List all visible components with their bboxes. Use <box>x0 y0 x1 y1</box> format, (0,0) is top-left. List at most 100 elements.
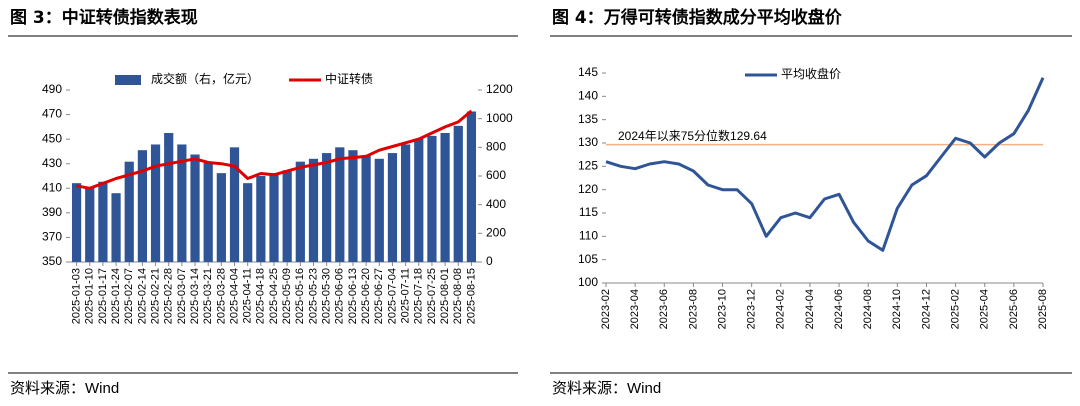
x-tick-label: 2025-08-01 <box>439 268 451 324</box>
x-tick-label: 2024-04 <box>804 289 816 329</box>
x-tick-label: 2025-05-16 <box>294 268 306 324</box>
bar <box>85 187 95 262</box>
bar <box>308 158 319 262</box>
y2-tick-label: 200 <box>486 226 506 240</box>
y-tick-label: 115 <box>579 205 598 219</box>
bar <box>124 161 134 262</box>
x-tick-label: 2024-02 <box>775 289 787 329</box>
x-tick-label: 2025-04-11 <box>242 268 254 323</box>
bar <box>269 173 279 262</box>
x-tick-label: 2025-01-10 <box>84 268 96 324</box>
bar <box>98 181 108 262</box>
x-tick-label: 2024-08 <box>862 289 874 329</box>
legend-label: 成交额（右，亿元） <box>151 71 259 86</box>
x-tick-label: 2025-08-08 <box>452 268 464 324</box>
legend-swatch <box>115 75 141 85</box>
bar <box>453 125 463 262</box>
y-tick-label: 350 <box>42 254 62 268</box>
x-tick-label: 2025-08 <box>1037 289 1049 329</box>
bar <box>243 183 253 262</box>
x-tick-label: 2025-03-14 <box>189 268 201 324</box>
x-tick-label: 2023-02 <box>600 289 612 329</box>
bar <box>203 161 213 262</box>
y-tick-label: 390 <box>42 205 62 219</box>
y2-tick-label: 400 <box>486 197 506 211</box>
x-tick-label: 2025-02 <box>950 289 962 329</box>
x-tick-label: 2025-06-06 <box>334 268 346 324</box>
x-tick-label: 2025-04 <box>979 289 991 329</box>
x-tick-label: 2025-02-14 <box>136 268 148 324</box>
y-tick-label: 470 <box>42 107 62 121</box>
reference-label: 2024年以来75分位数129.64 <box>618 128 767 143</box>
legend-label: 平均收盘价 <box>781 66 841 81</box>
x-tick-label: 2025-02-07 <box>123 268 135 324</box>
x-tick-label: 2023-12 <box>746 289 758 329</box>
bar <box>164 133 174 262</box>
x-tick-label: 2025-02-28 <box>163 268 175 324</box>
x-tick-label: 2025-05-09 <box>281 268 293 324</box>
bar <box>414 138 424 262</box>
y-tick-label: 130 <box>578 135 598 149</box>
x-tick-label: 2025-05-23 <box>307 268 319 324</box>
series-line <box>605 77 1045 252</box>
bar <box>256 176 266 262</box>
y-tick-label: 490 <box>42 82 62 96</box>
x-tick-label: 2025-04-04 <box>228 268 240 324</box>
chart-title: 图 4：万得可转债指数成分平均收盘价 <box>552 7 843 28</box>
bar <box>361 155 371 262</box>
x-tick-label: 2025-01-03 <box>70 268 82 324</box>
bar <box>137 150 147 262</box>
y-tick-label: 100 <box>578 275 598 289</box>
x-tick-label: 2025-04-18 <box>255 268 267 324</box>
bar <box>322 153 332 262</box>
x-tick-label: 2023-08 <box>687 289 699 329</box>
bar <box>335 147 345 262</box>
chart-title: 图 3：中证转债指数表现 <box>10 7 198 28</box>
bar <box>466 111 477 262</box>
x-tick-label: 2025-06-13 <box>347 268 359 324</box>
x-tick-label: 2023-06 <box>658 289 670 329</box>
bar <box>348 150 358 262</box>
y-tick-label: 120 <box>578 182 598 196</box>
bar <box>374 158 384 262</box>
y-tick-label: 140 <box>578 89 598 103</box>
bar <box>427 135 437 262</box>
bar <box>71 183 82 262</box>
x-tick-label: 2023-04 <box>629 289 641 329</box>
bar <box>216 173 226 262</box>
x-tick-label: 2025-04-25 <box>268 268 280 324</box>
y-tick-label: 110 <box>579 229 598 243</box>
x-tick-label: 2025-07-18 <box>413 268 425 324</box>
y-tick-label: 410 <box>42 180 62 194</box>
x-tick-label: 2025-07-04 <box>386 268 398 324</box>
bar <box>229 147 240 262</box>
bar <box>177 144 187 262</box>
source: 资料来源：Wind <box>10 380 119 397</box>
x-tick-label: 2025-07-25 <box>426 268 438 324</box>
x-tick-label: 2025-01-17 <box>97 268 109 324</box>
y-tick-label: 450 <box>42 131 62 145</box>
x-tick-label: 2025-06-20 <box>360 268 372 324</box>
y-tick-label: 125 <box>578 159 598 173</box>
y2-tick-label: 600 <box>486 168 506 182</box>
y-tick-label: 135 <box>578 112 598 126</box>
x-tick-label: 2025-05-30 <box>321 268 333 324</box>
bar <box>295 161 305 262</box>
x-tick-label: 2025-06 <box>1008 289 1020 329</box>
x-tick-label: 2024-06 <box>833 289 845 329</box>
bar <box>387 153 398 262</box>
x-tick-label: 2025-07-11 <box>400 268 412 323</box>
series-line <box>76 109 473 190</box>
x-tick-label: 2025-06-27 <box>373 268 385 324</box>
x-tick-label: 2025-03-28 <box>215 268 227 324</box>
source: 资料来源：Wind <box>552 380 661 397</box>
y2-tick-label: 1000 <box>486 111 513 125</box>
x-tick-label: 2025-03-21 <box>202 268 214 324</box>
bar <box>401 144 411 262</box>
y2-tick-label: 0 <box>486 254 493 268</box>
bar <box>150 144 161 262</box>
x-tick-label: 2025-01-24 <box>110 268 122 324</box>
x-tick-label: 2025-03-07 <box>176 268 188 324</box>
legend-label: 中证转债 <box>325 71 373 86</box>
